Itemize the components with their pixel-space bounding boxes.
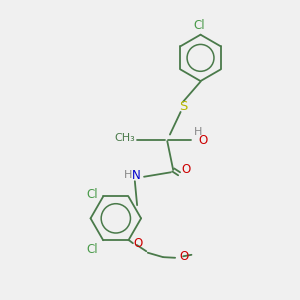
Text: Cl: Cl <box>86 188 98 202</box>
Text: Cl: Cl <box>193 19 205 32</box>
Text: H: H <box>194 127 202 137</box>
Text: O: O <box>179 250 188 263</box>
Text: N: N <box>132 169 140 182</box>
Text: O: O <box>182 164 191 176</box>
Text: H: H <box>124 170 133 180</box>
Text: Cl: Cl <box>86 243 98 256</box>
Text: O: O <box>198 134 208 147</box>
Text: O: O <box>133 237 142 250</box>
Text: CH₃: CH₃ <box>114 133 135 143</box>
Text: S: S <box>179 100 187 113</box>
